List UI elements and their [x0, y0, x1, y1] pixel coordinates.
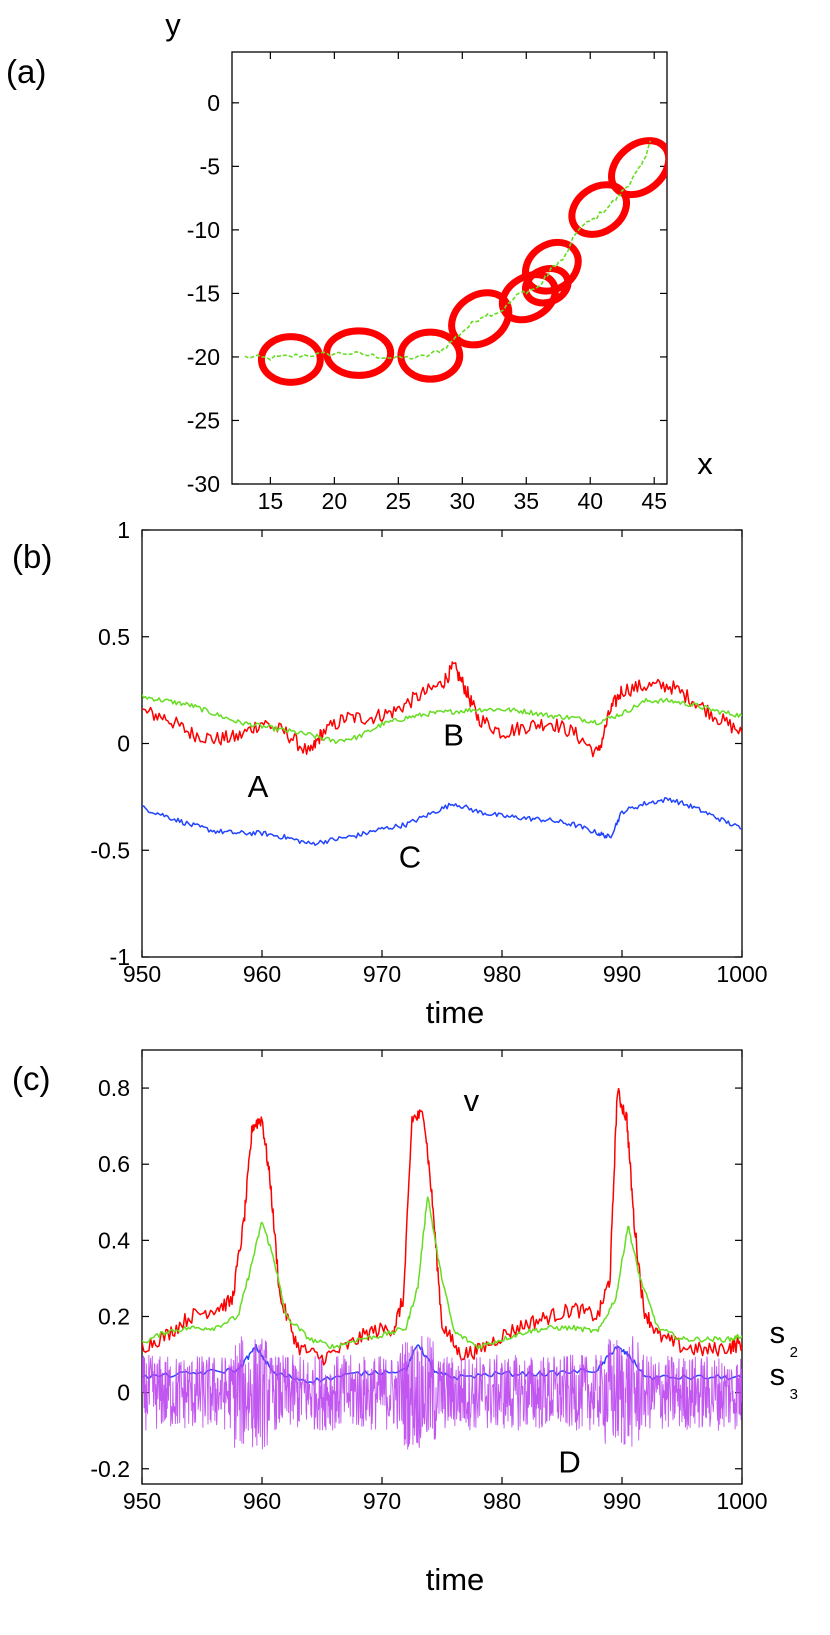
y-tick-label: 0.2: [98, 1303, 130, 1329]
x-tick-label: 990: [603, 1488, 641, 1514]
x-tick-label: 980: [483, 1488, 521, 1514]
plot-area: [142, 1087, 742, 1450]
y-tick-label: 1: [117, 517, 130, 543]
x-tick-label: 35: [513, 488, 539, 514]
plot-frame: [231, 51, 668, 485]
series-D-line: [142, 1335, 742, 1450]
y-axis-label: y: [165, 7, 181, 42]
x-tick-label: 15: [258, 488, 284, 514]
panel-label: (b): [12, 538, 52, 575]
y-tick-label: -15: [187, 280, 220, 306]
x-tick-label: 950: [123, 1488, 161, 1514]
x-tick-label: 950: [123, 961, 161, 987]
annotation-subscript: 3: [790, 1386, 798, 1403]
cell-outline: [568, 181, 630, 238]
x-tick-label: 990: [603, 961, 641, 987]
annotation-A: A: [248, 769, 269, 804]
x-tick-label: 1000: [716, 961, 767, 987]
plot-area: [244, 137, 667, 386]
x-tick-label: 960: [243, 961, 281, 987]
y-tick-label: -0.2: [90, 1456, 130, 1482]
y-tick-label: -0.5: [90, 837, 130, 863]
x-tick-label: 20: [322, 488, 348, 514]
y-tick-label: 0: [117, 1380, 130, 1406]
x-tick-label: 960: [243, 1488, 281, 1514]
y-tick-label: -1: [110, 944, 130, 970]
series-A-line: [142, 661, 742, 758]
annotation-s2: s: [770, 1315, 786, 1350]
annotation-D: D: [558, 1445, 580, 1480]
panel-label: (a): [6, 53, 46, 90]
plot-area: [142, 661, 742, 846]
y-tick-label: 0.6: [98, 1151, 130, 1177]
series-B-line: [142, 694, 742, 745]
x-tick-label: 980: [483, 961, 521, 987]
x-tick-label: 40: [577, 488, 603, 514]
x-tick-label: 970: [363, 961, 401, 987]
x-tick-label: 30: [449, 488, 475, 514]
cell-outline: [397, 328, 464, 383]
x-tick-label: 970: [363, 1488, 401, 1514]
x-tick-label: 25: [386, 488, 412, 514]
series-s2-line: [142, 1196, 742, 1350]
y-tick-label: -10: [187, 217, 220, 243]
plot-frame: [141, 529, 743, 958]
y-tick-label: 0: [117, 731, 130, 757]
annotation-v: v: [464, 1083, 480, 1118]
cell-outline: [498, 271, 559, 324]
y-tick-label: 0.5: [98, 624, 130, 650]
series-C-line: [142, 797, 742, 846]
cell-outline: [257, 333, 324, 386]
y-tick-label: 0.8: [98, 1075, 130, 1101]
annotation-subscript: 2: [790, 1344, 798, 1361]
y-tick-label: -20: [187, 344, 220, 370]
y-tick-label: -30: [187, 471, 220, 497]
x-axis-label: time: [426, 995, 485, 1030]
annotation-s3: s: [770, 1357, 786, 1392]
x-tick-label: 45: [641, 488, 667, 514]
panel-label: (c): [12, 1060, 50, 1097]
x-tick-label: 1000: [716, 1488, 767, 1514]
series-trajectory-line: [244, 140, 652, 361]
plot-frame: [141, 1049, 743, 1485]
cell-outline: [608, 137, 667, 199]
series-v-line: [142, 1087, 742, 1366]
x-axis-label: time: [426, 1562, 485, 1597]
y-tick-label: -5: [200, 153, 220, 179]
y-tick-label: 0.4: [98, 1227, 130, 1253]
x-axis-label: x: [697, 446, 713, 481]
y-tick-label: 0: [207, 90, 220, 116]
annotation-C: C: [399, 839, 421, 874]
cell-outline: [323, 327, 395, 379]
annotation-B: B: [443, 718, 464, 753]
y-tick-label: -25: [187, 407, 220, 433]
